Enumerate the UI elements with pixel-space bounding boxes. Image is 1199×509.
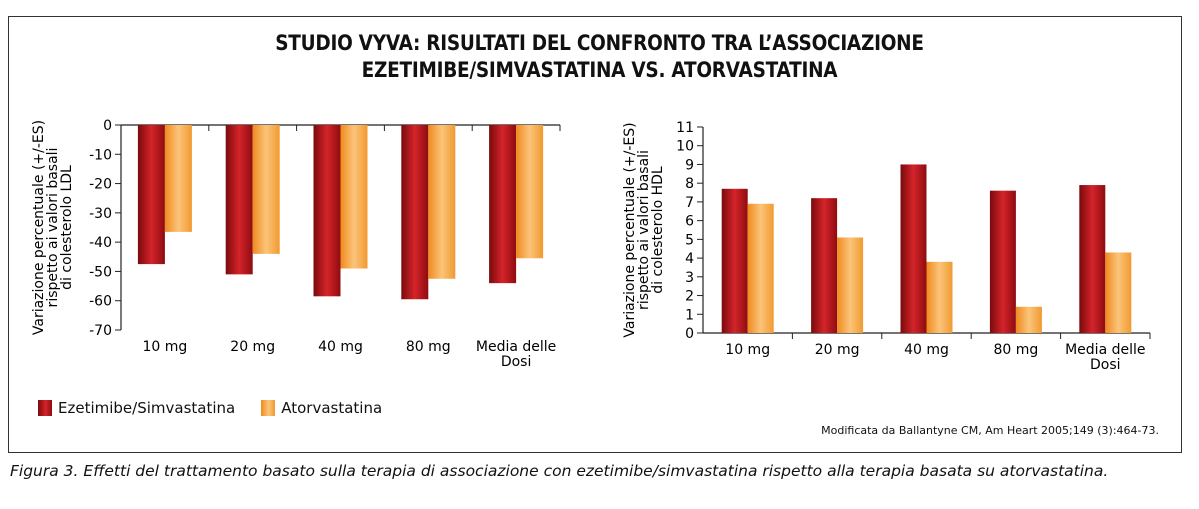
y-axis-label: Variazione percentuale (+/-ES) [31,120,47,335]
bar-ezetimibe-simvastatina [989,190,1016,333]
legend-label-atorvastatina: Atorvastatina [281,399,383,417]
figure-frame [8,16,1182,453]
bar-atorvastatina [340,125,368,269]
x-category-label: 20 mg [815,342,860,358]
bar-atorvastatina [428,125,456,279]
x-category-label: 40 mg [318,339,363,355]
y-axis-label: rispetto ai valori basali [636,150,652,310]
y-tick-label: 11 [676,120,694,136]
bar-atorvastatina [926,261,953,333]
x-category-label: Media delle [1065,342,1145,358]
y-tick-label: 6 [685,214,694,230]
bar-atorvastatina [516,125,544,259]
y-tick-label: 7 [685,195,694,211]
x-category-label: 20 mg [230,339,275,355]
bar-ezetimibe-simvastatina [1079,185,1106,333]
bar-ezetimibe-simvastatina [401,125,429,300]
x-category-label: 80 mg [994,342,1039,358]
bar-ezetimibe-simvastatina [137,125,165,265]
y-tick-label: 5 [685,232,694,248]
bar-ezetimibe-simvastatina [721,188,748,333]
bar-atorvastatina [747,203,774,333]
bar-ezetimibe-simvastatina [811,198,838,333]
source-note: Modificata da Ballantyne CM, Am Heart 20… [821,424,1159,437]
y-axis-label: di colesterolo HDL [650,166,666,294]
x-category-label: 10 mg [143,339,188,355]
legend-item-ezetimibe: Ezetimibe/Simvastatina [38,399,235,417]
x-category-label: 80 mg [406,339,451,355]
bar-ezetimibe-simvastatina [313,125,341,297]
bar-ezetimibe-simvastatina [225,125,253,275]
chart-title-line-2: EZETIMIBE/SIMVASTATINA VS. ATORVASTATINA [361,58,838,82]
bar-ezetimibe-simvastatina [900,164,927,333]
y-axis-label: di colesterolo LDL [59,165,75,290]
legend: Ezetimibe/Simvastatina Atorvastatina [38,399,408,417]
x-category-label: Dosi [501,354,532,370]
y-tick-label: -10 [89,147,112,163]
y-tick-label: -40 [89,235,112,251]
x-category-label: Media delle [476,339,556,355]
legend-swatch-ezetimibe [38,400,52,416]
y-tick-label: 10 [676,139,694,155]
bar-atorvastatina [252,125,280,254]
y-axis-label: rispetto ai valori basali [45,148,61,308]
bar-atorvastatina [164,125,192,232]
legend-label-ezetimibe: Ezetimibe/Simvastatina [58,399,236,417]
y-tick-label: 8 [685,176,694,192]
y-axis-label: Variazione percentuale (+/-ES) [622,122,638,337]
y-tick-label: 9 [685,157,694,173]
y-tick-label: 1 [685,307,694,323]
y-tick-label: -70 [89,323,112,339]
x-category-label: 10 mg [725,342,770,358]
legend-item-atorvastatina: Atorvastatina [261,399,382,417]
bar-atorvastatina [1015,306,1042,333]
y-tick-label: -30 [89,206,112,222]
y-tick-label: 3 [685,270,694,286]
x-category-label: Dosi [1090,357,1121,373]
bar-ezetimibe-simvastatina [489,125,517,284]
bar-atorvastatina [837,237,864,333]
chart-title-line-1: STUDIO VYVA: RISULTATI DEL CONFRONTO TRA… [275,31,924,55]
y-tick-label: 4 [685,251,694,267]
legend-swatch-atorvastatina [261,400,276,416]
y-tick-label: -60 [89,294,112,310]
y-tick-label: 0 [103,118,112,134]
y-tick-label: 2 [685,289,694,305]
x-category-label: 40 mg [904,342,949,358]
y-tick-label: -50 [89,264,112,280]
figure-caption: Figura 3. Effetti del trattamento basato… [10,462,1109,480]
bar-atorvastatina [1105,252,1132,333]
y-tick-label: 0 [685,326,694,342]
y-tick-label: -20 [89,177,112,193]
